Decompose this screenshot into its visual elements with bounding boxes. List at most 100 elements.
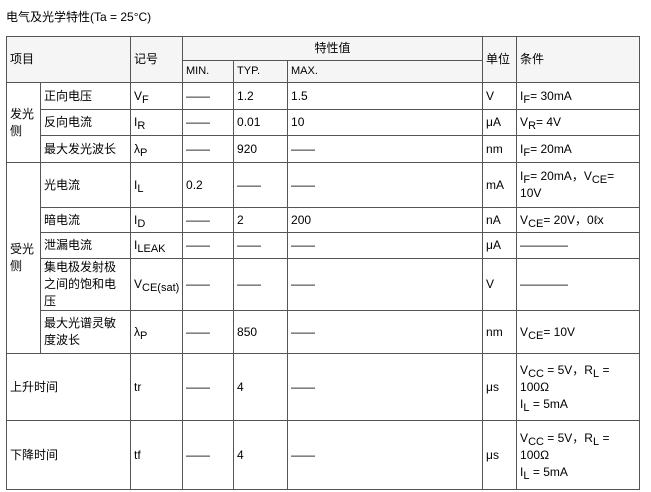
symbol: tr	[130, 353, 184, 421]
group-label: 上升时间	[5, 353, 132, 421]
text: = 5V，R	[543, 430, 593, 445]
min: ——	[182, 310, 235, 354]
typ: 1.2	[233, 82, 289, 110]
spec-table: 项目 记号 特性值 单位 条件 MIN. TYP. MAX. 发光侧 正向电压 VF…	[5, 36, 641, 490]
max: ——	[287, 353, 484, 421]
max: 1.5	[287, 82, 484, 110]
condition-line: IF= 20mA，VCE=	[520, 168, 636, 186]
condition-line: IL = 5mA	[520, 396, 636, 414]
subscript: L	[523, 401, 530, 414]
text: I	[520, 141, 524, 156]
condition-line: IL = 5mA	[520, 464, 636, 482]
item: 最大发光波长	[39, 135, 132, 163]
header-unit: 单位	[482, 36, 518, 83]
text: = 30mA	[530, 88, 572, 103]
subscript: F	[523, 146, 531, 159]
min: ——	[182, 82, 235, 110]
text: =	[599, 362, 610, 377]
subscript: D	[137, 217, 146, 230]
subscript: CC	[528, 435, 544, 448]
text: = 10V	[543, 324, 576, 339]
condition-line: 100Ω	[520, 447, 636, 464]
unit: μs	[482, 420, 518, 490]
condition-line: IF= 20mA	[520, 141, 636, 159]
text: ————	[520, 277, 569, 291]
text: =	[599, 430, 610, 445]
header-item: 项目	[5, 36, 132, 83]
typ: 0.01	[233, 109, 289, 136]
text: 10V	[520, 186, 542, 200]
text: I	[134, 238, 138, 252]
text: tr	[134, 379, 142, 394]
symbol: λP	[130, 310, 184, 354]
text: I	[134, 212, 138, 227]
row: 下降时间 tf —— 4 —— μs VCC = 5V，RL = 100Ω IL = 5mA	[5, 420, 641, 490]
subscript: L	[137, 182, 144, 195]
text: λ	[134, 141, 141, 156]
text: V	[520, 115, 529, 129]
subscript: F	[523, 174, 531, 186]
subscript: P	[140, 329, 148, 342]
subscript: CE	[528, 217, 544, 230]
item: 正向电压	[39, 82, 132, 110]
typ: ——	[233, 258, 289, 311]
row: 反向电流 IR —— 0.01 10 μA VR= 4V	[7, 109, 641, 136]
typ: 4	[233, 420, 289, 490]
condition-line: VCE= 20V，0ℓx	[520, 212, 636, 230]
condition: IF= 30mA	[516, 82, 641, 110]
symbol: ID	[130, 207, 184, 233]
condition-line: VCE= 10V	[520, 324, 636, 342]
row: 受光侧 光电流 IL 0.2 —— —— mA IF= 20mA，VCE= 10V	[6, 162, 641, 354]
unit: μA	[482, 232, 518, 259]
typ: ——	[233, 162, 289, 208]
max: ——	[287, 420, 484, 490]
typ: 4	[233, 353, 289, 421]
text: = 20V，0ℓx	[543, 212, 604, 227]
text: I	[520, 464, 524, 479]
unit: μA	[482, 109, 518, 136]
max: 10	[287, 109, 484, 136]
condition-line: 100Ω	[520, 379, 636, 396]
header-symbol: 记号	[130, 36, 184, 83]
group-label: 发光侧	[6, 82, 41, 163]
text: I	[520, 396, 524, 411]
subscript: R	[137, 120, 146, 132]
typ: 920	[233, 135, 289, 163]
text: tf	[134, 447, 141, 462]
condition-line: VCC = 5V，RL =	[520, 362, 636, 380]
text: I	[134, 115, 138, 129]
header-typ: TYP.	[233, 60, 289, 83]
min: ——	[182, 420, 235, 490]
text: = 5mA	[529, 464, 568, 479]
symbol: IL	[130, 162, 184, 208]
symbol: VCE(sat)	[130, 258, 184, 311]
text: = 4V	[536, 115, 562, 129]
symbol: ILEAK	[130, 232, 184, 259]
item: 反向电流	[39, 109, 132, 136]
max: ——	[287, 310, 484, 354]
condition: VR= 4V	[516, 109, 641, 136]
unit: mA	[482, 162, 518, 208]
symbol: IR	[130, 109, 184, 136]
min: 0.2	[182, 162, 235, 208]
text: V	[520, 362, 529, 377]
item: 暗电流	[39, 207, 132, 233]
subscript: CE	[591, 174, 608, 186]
text: I	[520, 169, 524, 183]
header-max: MAX.	[287, 60, 484, 83]
min: ——	[182, 109, 235, 136]
max: ——	[287, 258, 484, 311]
subscript: F	[523, 93, 531, 106]
text: I	[520, 88, 524, 103]
row: 集电极发射极之间的饱和电压 VCE(sat) —— —— —— V ————	[7, 258, 641, 311]
unit: nm	[482, 135, 518, 163]
text: ————	[520, 238, 569, 252]
max: ——	[287, 162, 484, 208]
subscript: L	[592, 367, 600, 380]
text: V	[520, 212, 529, 227]
text: V	[520, 430, 529, 445]
condition-line: IF= 30mA	[520, 88, 636, 106]
text: V	[520, 324, 529, 339]
group-label: 下降时间	[5, 420, 132, 490]
